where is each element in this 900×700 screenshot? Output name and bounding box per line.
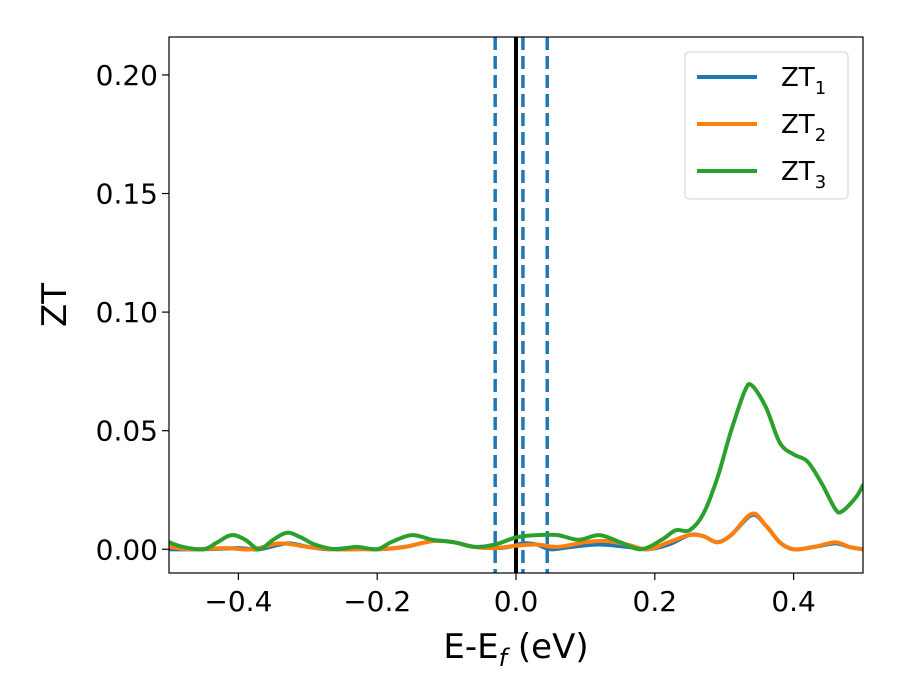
x-tick-label: 0.2 (633, 585, 678, 618)
x-tick-label: 0.4 (771, 585, 816, 618)
x-tick-label: −0.2 (343, 585, 411, 618)
legend-label-zt2: ZT2 (781, 110, 826, 146)
legend-label-zt1: ZT1 (781, 63, 826, 99)
x-axis-ticks: −0.4 −0.2 0.0 0.2 0.4 (204, 573, 816, 618)
y-tick-label: 0.05 (96, 415, 158, 448)
y-tick-label: 0.00 (96, 533, 158, 566)
y-tick-label: 0.15 (96, 178, 158, 211)
y-axis-ticks: 0.00 0.05 0.10 0.15 0.20 (96, 59, 169, 566)
series-lines (169, 382, 863, 552)
legend: ZT1 ZT2 ZT3 (684, 51, 849, 200)
y-tick-label: 0.10 (96, 296, 158, 329)
y-tick-label: 0.20 (96, 59, 158, 92)
legend-box (684, 51, 849, 200)
legend-label-zt3: ZT3 (781, 157, 826, 193)
x-axis-title: E-Ef (eV) (443, 627, 588, 672)
series-line-zt3 (169, 382, 863, 552)
x-tick-label: −0.4 (204, 585, 272, 618)
vertical-reference-lines (493, 37, 549, 573)
y-axis-title: ZT (35, 283, 75, 327)
x-tick-label: 0.0 (494, 585, 539, 618)
